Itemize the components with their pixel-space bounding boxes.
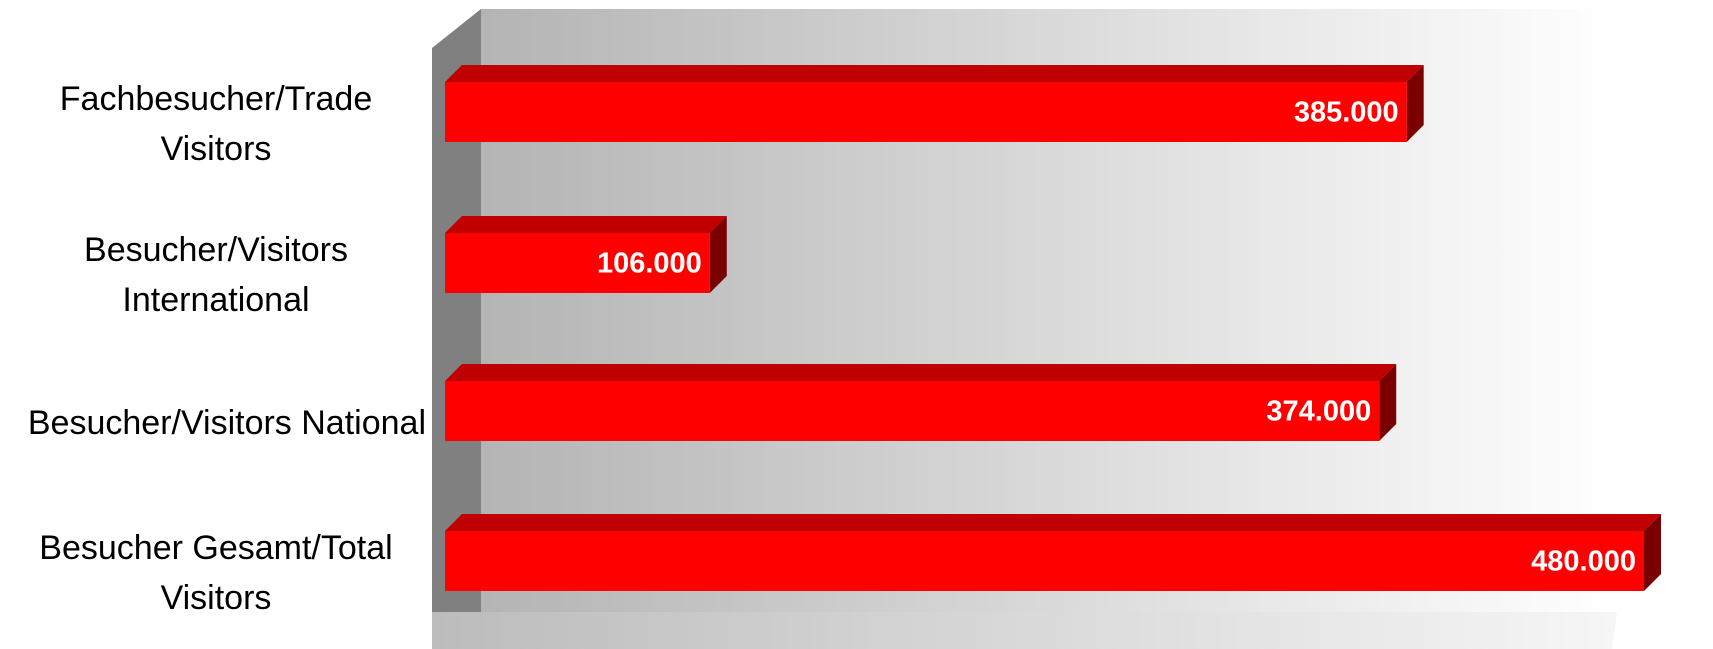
- bar-side: [709, 216, 727, 293]
- bar-top: [445, 216, 727, 233]
- y-tick-label: Fachbesucher/Trade Visitors: [59, 80, 373, 168]
- y-tick-label: Besucher/Visitors National: [27, 404, 426, 442]
- y-tick-label: Besucher Gesamt/Total Visitors: [39, 529, 393, 617]
- bar-top: [445, 364, 1397, 381]
- floor: [432, 612, 1617, 649]
- bar: [445, 531, 1644, 591]
- bar: [445, 82, 1407, 142]
- category-label-box: Besucher Gesamt/Total Visitors: [6, 523, 426, 623]
- bar-side: [1644, 514, 1661, 591]
- bar-side: [1406, 65, 1424, 142]
- category-label-box: Fachbesucher/Trade Visitors: [6, 74, 426, 174]
- bar-side: [1379, 364, 1397, 441]
- y-tick-label: Besucher/Visitors International: [84, 231, 348, 319]
- category-label-box: Besucher/Visitors International: [6, 225, 426, 325]
- category-label-box: Besucher/Visitors National: [6, 398, 426, 448]
- value-label: 385.000: [1294, 97, 1399, 129]
- value-label: 106.000: [597, 248, 702, 280]
- bar: [445, 233, 710, 293]
- bar-top: [445, 514, 1661, 531]
- bar: [445, 381, 1380, 441]
- side-wall: [432, 9, 481, 612]
- bar-top: [445, 65, 1424, 82]
- value-label: 480.000: [1531, 546, 1636, 578]
- value-label: 374.000: [1266, 396, 1371, 428]
